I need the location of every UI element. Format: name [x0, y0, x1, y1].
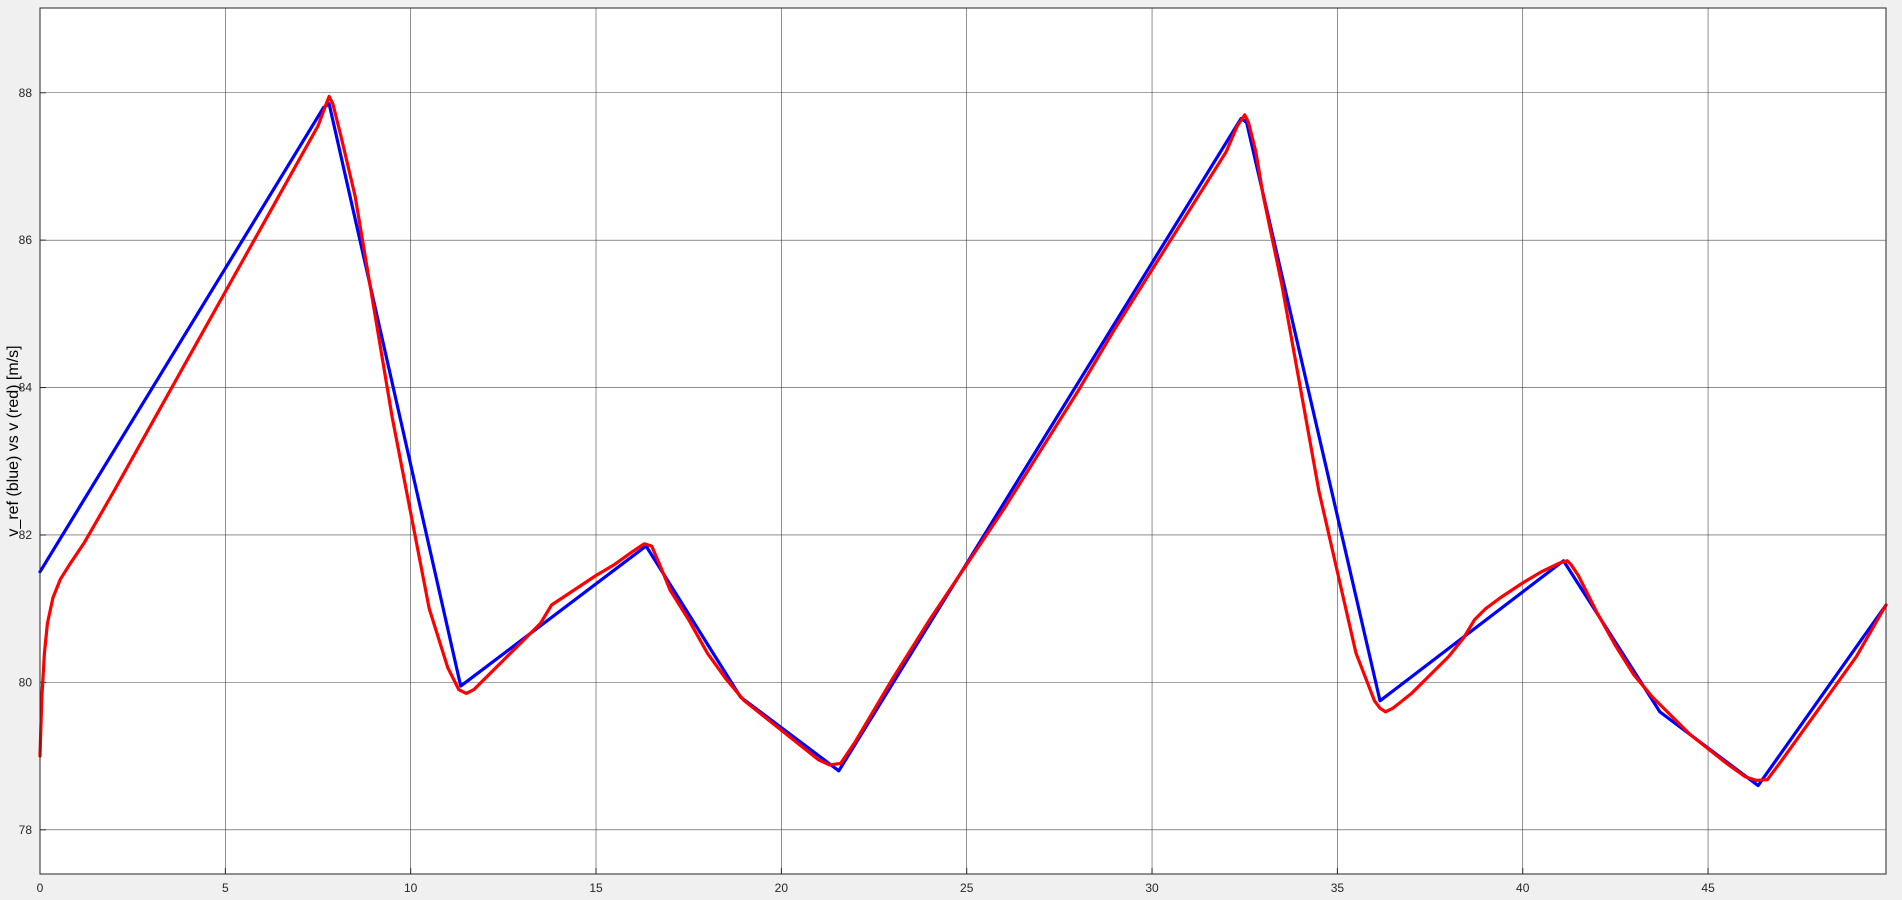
y-tick-label: 84: [19, 381, 33, 395]
x-tick-label: 35: [1331, 881, 1345, 895]
x-tick-label: 25: [960, 881, 974, 895]
y-tick-label: 78: [19, 823, 33, 837]
x-tick-label: 0: [37, 881, 44, 895]
x-tick-label: 10: [404, 881, 418, 895]
y-tick-label: 80: [19, 675, 33, 689]
x-tick-label: 40: [1516, 881, 1530, 895]
measured-speed-line: [38, 94, 1888, 783]
x-tick-label: 5: [222, 881, 229, 895]
grid-lines: [39, 8, 1886, 874]
y-tick-label: 82: [19, 528, 33, 542]
x-tick-label: 30: [1145, 881, 1159, 895]
y-axis-label: v_ref (blue) vs v (red) [m/s]: [5, 345, 22, 536]
x-tick-label: 20: [775, 881, 789, 895]
tick-labels: 0 5 10 15 20 25 30 35 40 45 78 80 82 84 86 88: [19, 86, 1715, 895]
axes-box: [39, 7, 1887, 875]
x-tick-label: 45: [1701, 881, 1715, 895]
series-lines: [38, 94, 1888, 788]
y-tick-label: 86: [19, 233, 33, 247]
plot-area: [40, 8, 1886, 874]
y-tick-label: 88: [19, 86, 33, 100]
x-tick-label: 15: [589, 881, 603, 895]
